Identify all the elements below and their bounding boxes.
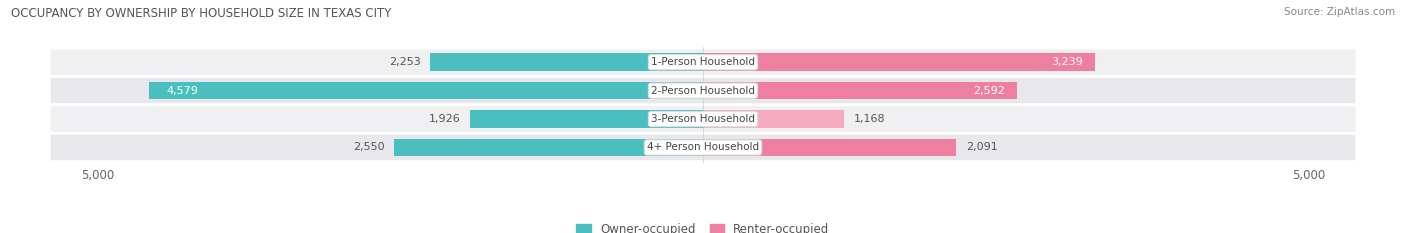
Text: 2,550: 2,550 — [353, 142, 385, 152]
Bar — [703, 53, 1095, 71]
Bar — [394, 139, 703, 156]
Bar — [703, 139, 956, 156]
Text: Source: ZipAtlas.com: Source: ZipAtlas.com — [1284, 7, 1395, 17]
Bar — [149, 82, 703, 99]
Text: 4+ Person Household: 4+ Person Household — [647, 142, 759, 152]
Text: 3-Person Household: 3-Person Household — [651, 114, 755, 124]
Bar — [703, 110, 845, 128]
FancyBboxPatch shape — [49, 105, 1357, 133]
Text: 2,592: 2,592 — [973, 86, 1005, 96]
Text: 2,253: 2,253 — [389, 57, 420, 67]
Text: 4,579: 4,579 — [167, 86, 198, 96]
Bar — [470, 110, 703, 128]
Legend: Owner-occupied, Renter-occupied: Owner-occupied, Renter-occupied — [572, 219, 834, 233]
Text: 1,926: 1,926 — [429, 114, 460, 124]
FancyBboxPatch shape — [49, 48, 1357, 76]
Text: OCCUPANCY BY OWNERSHIP BY HOUSEHOLD SIZE IN TEXAS CITY: OCCUPANCY BY OWNERSHIP BY HOUSEHOLD SIZE… — [11, 7, 392, 20]
Text: 2,091: 2,091 — [966, 142, 998, 152]
Text: 1,168: 1,168 — [853, 114, 886, 124]
Bar — [703, 82, 1017, 99]
Text: 3,239: 3,239 — [1052, 57, 1083, 67]
Text: 2-Person Household: 2-Person Household — [651, 86, 755, 96]
Bar — [430, 53, 703, 71]
FancyBboxPatch shape — [49, 133, 1357, 162]
FancyBboxPatch shape — [49, 76, 1357, 105]
Text: 1-Person Household: 1-Person Household — [651, 57, 755, 67]
